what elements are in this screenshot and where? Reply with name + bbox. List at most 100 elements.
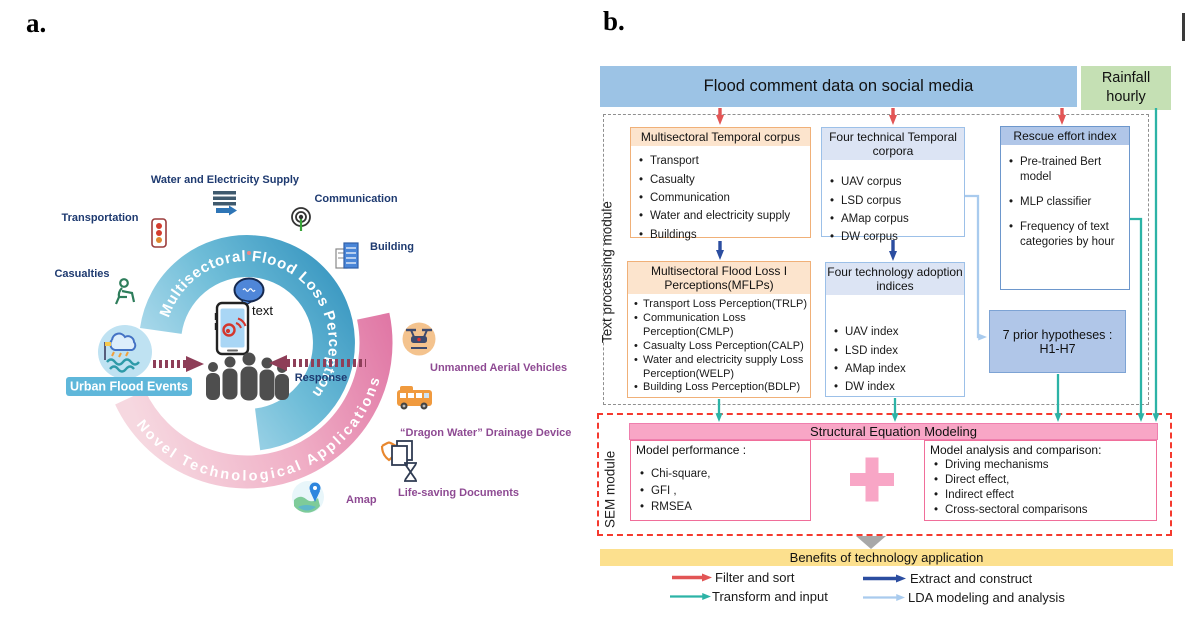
flood-comment-data-bar: Flood comment data on social media	[600, 66, 1077, 107]
box-items: Chi-square,GFI ,RMSEA	[636, 457, 805, 516]
box-title: Multisectoral Flood Loss I Perceptions(M…	[628, 262, 810, 295]
bullet-item: Casualty	[637, 171, 808, 190]
bullet-item: AMap index	[832, 360, 962, 379]
hypotheses-line1: 7 prior hypotheses :	[1002, 327, 1113, 342]
box-model-analysis: Model analysis and comparison: Driving m…	[924, 440, 1157, 521]
dragon-water-bus-icon	[397, 386, 432, 410]
bullet-item: UAV corpus	[828, 173, 962, 192]
response-arrow	[269, 355, 366, 371]
perception-arc-label: Multisectoral Flood Loss Perception	[157, 248, 342, 401]
bullet-item: Direct effect,	[932, 473, 1151, 488]
box-title: Four technical Temporal corpora	[822, 128, 964, 161]
legend-transform-input: Transform and input	[712, 589, 828, 604]
label-amap: Amap	[346, 494, 377, 506]
casualty-icon	[114, 278, 136, 305]
structural-equation-modeling-bar: Structural Equation Modeling	[629, 423, 1158, 440]
sem-module-frame	[597, 413, 1172, 536]
bullet-item: Indirect effect	[932, 488, 1151, 503]
label-transportation: Transportation	[61, 212, 138, 224]
label-water-electricity: Water and Electricity Supply	[151, 174, 300, 186]
traffic-light-icon	[151, 218, 167, 248]
bullet-item: Pre-trained Bert model	[1007, 155, 1127, 185]
bullet-item: Water and electricity supply Loss Percep…	[632, 354, 809, 382]
label-uav: Unmanned Aerial Vehicles	[430, 362, 567, 374]
bullet-item: Buildings	[637, 226, 808, 245]
box-title: Multisectoral Temporal corpus	[631, 128, 810, 147]
box-title: Four technology adoption indices	[826, 263, 964, 296]
bullet-item: Transport	[637, 152, 808, 171]
urban-flood-badge: Urban Flood Events	[66, 377, 192, 396]
legend-extract-construct: Extract and construct	[910, 571, 1033, 586]
svg-text:Urban Flood Events: Urban Flood Events	[70, 380, 188, 394]
bullet-item: Frequency of text categories by hour	[1007, 220, 1127, 250]
bullet-item: RMSEA	[638, 499, 805, 516]
bullet-item: UAV index	[832, 323, 962, 342]
bullet-item: AMap corpus	[828, 210, 962, 229]
applications-ring	[115, 312, 393, 489]
crop-artifact-tick	[1182, 13, 1185, 41]
bullet-item: GFI ,	[638, 483, 805, 500]
box-items: TransportCasualtyCommunicationWater and …	[631, 146, 810, 246]
box-items: UAV indexLSD indexAMap indexDW index	[826, 295, 964, 399]
label-casualties: Casualties	[54, 268, 109, 280]
speech-bubble-icon	[233, 277, 265, 312]
box-prior-hypotheses: 7 prior hypotheses : H1-H7	[989, 310, 1126, 373]
bullet-item: DW corpus	[828, 228, 962, 247]
ring-dot	[247, 251, 251, 255]
box-model-performance: Model performance : Chi-square,GFI ,RMSE…	[630, 440, 811, 521]
perception-ring	[140, 235, 355, 451]
box-title: Model analysis and comparison:	[930, 443, 1102, 457]
water-supply-icon	[213, 191, 237, 216]
box-multisectoral-temporal-corpus: Multisectoral Temporal corpus TransportC…	[630, 127, 811, 245]
bullet-item: LSD corpus	[828, 192, 962, 211]
legend-filter-sort: Filter and sort	[715, 570, 795, 585]
sem-module-label: SEM module	[602, 450, 618, 528]
bullet-item: Chi-square,	[638, 466, 805, 483]
phone-text-label: text	[252, 303, 273, 318]
bullet-item: Casualty Loss Perception(CALP)	[632, 340, 809, 354]
box-items: UAV corpusLSD corpusAMap corpusDW corpus	[822, 160, 964, 249]
box-items: Driving mechanismsDirect effect,Indirect…	[930, 457, 1151, 518]
bullet-item: Driving mechanisms	[932, 458, 1151, 473]
bullet-item: Transport Loss Perception(TRLP)	[632, 298, 809, 312]
text-processing-module-label: Text processing module	[599, 201, 615, 344]
box-four-technical-corpora: Four technical Temporal corpora UAV corp…	[821, 127, 965, 247]
box-multisectoral-flood-loss-perceptions: Multisectoral Flood Loss I Perceptions(M…	[627, 261, 811, 398]
communication-antenna-icon	[291, 207, 311, 231]
box-items: Transport Loss Perception(TRLP)Communica…	[628, 294, 810, 397]
label-life-saving: Life-saving Documents	[398, 487, 519, 499]
legend-lda-modeling: LDA modeling and analysis	[908, 590, 1065, 605]
label-dragon-water: “Dragon Water” Drainage Device	[400, 427, 571, 439]
bullet-item: Cross-sectoral comparisons	[932, 503, 1151, 518]
life-saving-documents-icon	[380, 440, 417, 482]
text-processing-module-frame	[603, 114, 1149, 405]
bullet-item: Water and electricity supply	[637, 207, 808, 226]
down-triangle-icon	[856, 536, 886, 549]
panel-a-label: a.	[26, 8, 47, 38]
urban-flood-icon	[98, 325, 152, 379]
panel-a-diagram: Multisectoral Flood Loss Perception Nove…	[54, 174, 571, 513]
building-icon	[335, 242, 359, 269]
benefits-bar: Benefits of technology application	[600, 549, 1173, 566]
box-four-technology-adoption-indices: Four technology adoption indices UAV ind…	[825, 262, 965, 397]
hypotheses-line2: H1-H7	[1039, 341, 1076, 356]
smartphone-icon	[214, 301, 250, 356]
rainfall-hourly-box: Rainfall hourly	[1081, 66, 1171, 110]
bullet-item: LSD index	[832, 342, 962, 361]
box-title: Rescue effort index	[1001, 127, 1129, 146]
bullet-item: Communication	[637, 189, 808, 208]
amap-icon	[292, 481, 324, 513]
applications-arc-label: Novel Technological Applications	[133, 373, 384, 484]
panel-b-label: b.	[603, 6, 625, 36]
bullet-item: Communication Loss Perception(CMLP)	[632, 312, 809, 340]
uav-drone-icon	[402, 322, 436, 356]
bullet-item: Building Loss Perception(BDLP)	[632, 381, 809, 395]
label-building: Building	[370, 241, 414, 253]
response-label: Response	[295, 372, 348, 384]
box-rescue-effort-index: Rescue effort index Pre-trained Bert mod…	[1000, 126, 1130, 290]
people-group-icon	[206, 352, 289, 401]
flood-input-arrow	[153, 356, 204, 372]
label-communication: Communication	[314, 193, 397, 205]
box-title: Model performance :	[636, 443, 747, 457]
